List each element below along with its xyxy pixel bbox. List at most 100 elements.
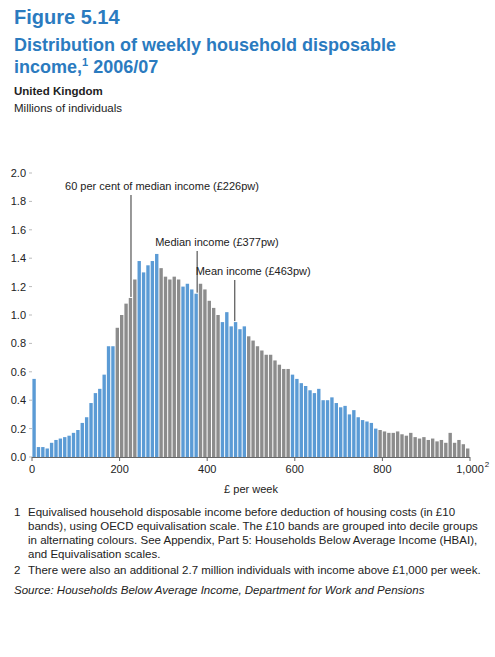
bar — [46, 448, 49, 457]
bar — [435, 441, 438, 457]
bar — [466, 448, 469, 457]
bar — [203, 289, 206, 457]
bar — [348, 414, 351, 457]
bar — [133, 280, 136, 458]
bar — [54, 440, 57, 457]
footnotes: 1Equivalised household disposable income… — [14, 505, 484, 597]
x-axis — [32, 457, 470, 458]
bar — [256, 346, 259, 457]
bar — [50, 443, 53, 457]
bar — [308, 390, 311, 457]
source: Source: Households Below Average Income,… — [14, 583, 454, 597]
bar — [361, 420, 364, 457]
bar — [111, 346, 114, 457]
bar — [190, 289, 193, 457]
bar — [278, 365, 281, 457]
bar — [457, 440, 460, 457]
y-tick — [29, 315, 32, 316]
title-text: Distribution of weekly household disposa… — [14, 35, 396, 77]
x-tick — [470, 457, 471, 461]
bar — [282, 369, 285, 457]
bar — [304, 386, 307, 457]
y-tick — [29, 343, 32, 344]
bar — [370, 423, 373, 457]
bar — [216, 315, 219, 457]
bar — [107, 346, 110, 457]
y-tick — [29, 400, 32, 401]
bar — [199, 284, 202, 457]
bar — [317, 389, 320, 457]
y-tick-label: 1.8 — [11, 195, 26, 207]
y-tick-label: 0.6 — [11, 366, 26, 378]
bars — [32, 254, 469, 457]
bar — [120, 315, 123, 457]
y-tick-label: 2.0 — [11, 167, 26, 179]
bar — [225, 312, 228, 457]
y-tick-label: 1.0 — [11, 309, 26, 321]
annotation-line — [130, 195, 131, 297]
bar — [81, 423, 84, 457]
annotation: 60 per cent of median income (£226pw) — [65, 180, 259, 192]
bar — [462, 444, 465, 457]
page: {"chart_data": { "type": "histogram", "f… — [0, 0, 495, 657]
bar — [444, 443, 447, 457]
annotation-line — [234, 280, 235, 321]
bar — [142, 272, 145, 457]
bar — [116, 328, 119, 457]
bar — [41, 447, 44, 457]
bar — [63, 437, 66, 457]
bar — [400, 434, 403, 457]
bar — [76, 430, 79, 457]
bar — [431, 439, 434, 457]
bar — [300, 383, 303, 457]
bar — [449, 433, 452, 457]
footnote: 2There were also an additional 2.7 milli… — [14, 563, 484, 577]
bar — [155, 254, 158, 457]
x-tick — [207, 457, 208, 461]
bar — [343, 406, 346, 457]
bar — [247, 336, 250, 457]
y-tick-label: 1.2 — [11, 281, 26, 293]
bar — [37, 447, 40, 457]
y-axis-label: Millions of individuals — [14, 102, 122, 114]
bar — [313, 393, 316, 457]
bar — [32, 379, 35, 457]
bar — [422, 437, 425, 457]
title-note-ref: 1 — [82, 56, 88, 68]
bar — [321, 400, 324, 457]
bar — [221, 322, 224, 457]
bar — [72, 433, 75, 457]
bar — [89, 403, 92, 457]
bar — [326, 400, 329, 457]
bar — [352, 410, 355, 457]
bar — [453, 443, 456, 457]
bar — [383, 431, 386, 457]
bar — [168, 280, 171, 458]
x-tick-label: 1,000 — [456, 463, 484, 475]
figure-label: Figure 5.14 — [14, 6, 120, 29]
bar — [146, 265, 149, 457]
bar — [159, 268, 162, 457]
x-tick-label: 200 — [110, 463, 128, 475]
region: United Kingdom — [14, 85, 103, 97]
x-note-ref: 2 — [485, 460, 490, 469]
bar — [151, 261, 154, 457]
bar — [291, 375, 294, 457]
bar — [440, 440, 443, 457]
bar — [427, 440, 430, 457]
x-tick — [32, 457, 33, 461]
bar — [177, 280, 180, 458]
title-period: 2006/07 — [93, 57, 158, 77]
bar — [186, 284, 189, 457]
y-tick — [29, 201, 32, 202]
bar — [365, 422, 368, 458]
bar — [265, 355, 268, 457]
bar — [194, 294, 197, 457]
bar — [286, 369, 289, 457]
bar — [164, 277, 167, 457]
bar — [418, 439, 421, 457]
bar — [335, 403, 338, 457]
footnote-ref: 2 — [14, 563, 28, 577]
x-tick-label: 800 — [373, 463, 391, 475]
bar — [251, 341, 254, 457]
